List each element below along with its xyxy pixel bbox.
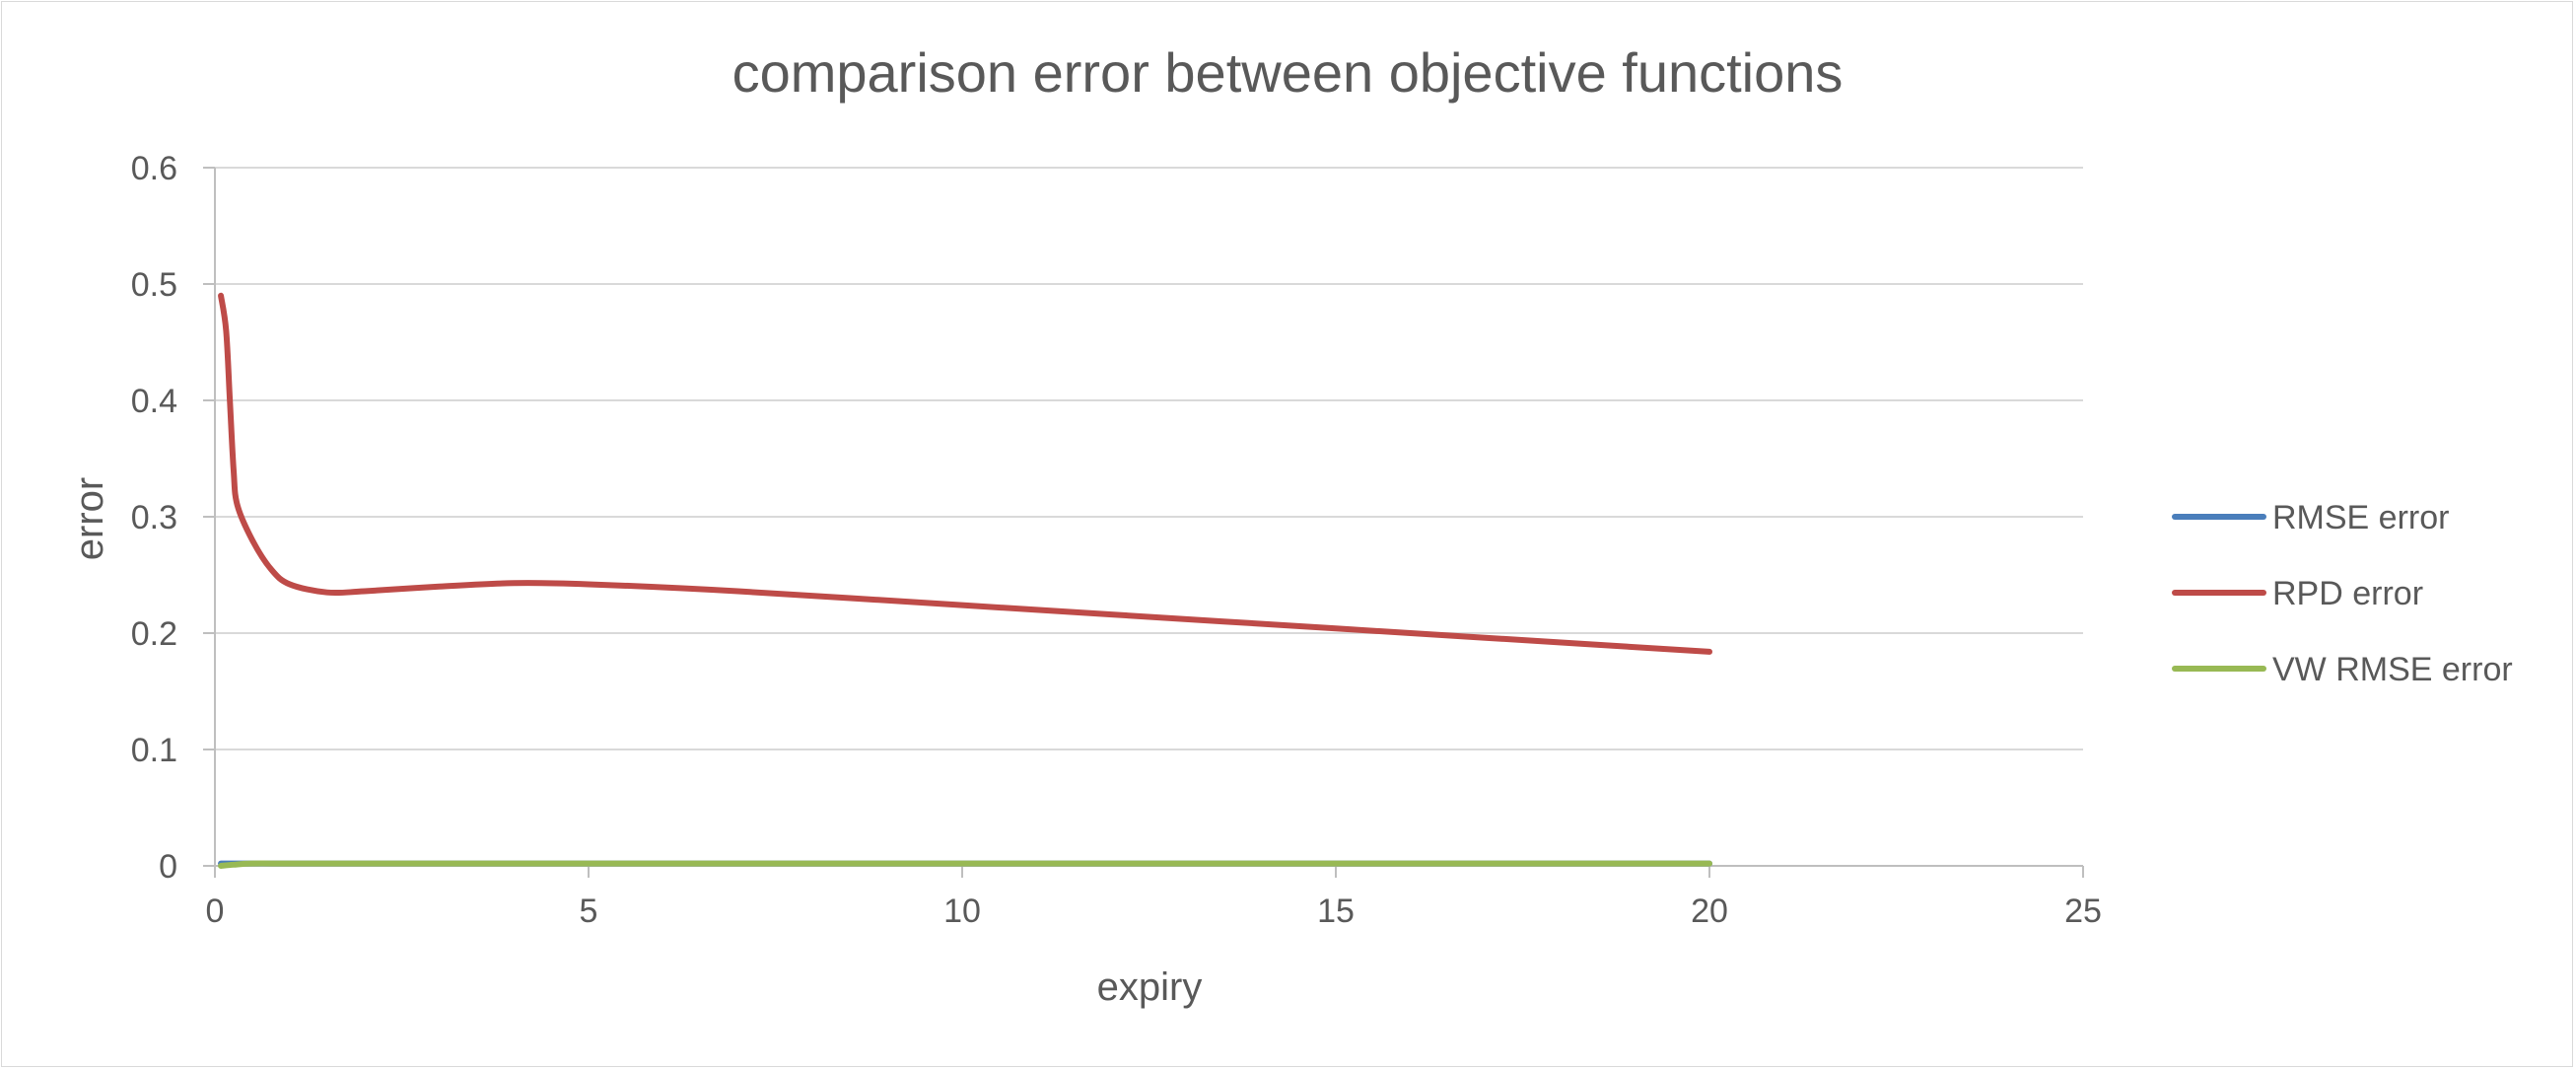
chart-title: comparison error between objective funct… xyxy=(732,41,1844,104)
y-tick-label: 0.6 xyxy=(131,150,177,187)
x-tick-label: 20 xyxy=(1691,892,1728,930)
series-line-vw-rmse-error xyxy=(218,860,1712,869)
x-axis-title: expiry xyxy=(1097,965,1203,1009)
y-tick-label: 0.4 xyxy=(131,383,177,420)
y-tick-label: 0.2 xyxy=(131,615,177,653)
y-tick-label: 0 xyxy=(159,848,177,886)
x-tick-label: 10 xyxy=(943,892,981,930)
x-tick-label: 15 xyxy=(1317,892,1355,930)
legend-label-rmse-error: RMSE error xyxy=(2272,499,2449,536)
x-tick-label: 25 xyxy=(2064,892,2102,930)
y-tick-label: 0.5 xyxy=(131,266,177,304)
x-axis-ticks: 0 5 10 15 20 25 xyxy=(206,866,2102,930)
legend: RMSE error RPD error VW RMSE error xyxy=(2172,499,2513,688)
y-tick-label: 0.3 xyxy=(131,499,177,536)
gridlines xyxy=(215,167,2083,750)
y-tick-label: 0.1 xyxy=(131,732,177,769)
y-axis-title: error xyxy=(68,477,111,560)
y-axis-ticks: 0 0.1 0.2 0.3 0.4 0.5 0.6 xyxy=(131,150,215,886)
legend-label-vw-rmse-error: VW RMSE error xyxy=(2272,651,2513,688)
x-tick-label: 0 xyxy=(206,892,225,930)
series-lines xyxy=(218,292,1712,869)
x-tick-label: 5 xyxy=(580,892,598,930)
legend-label-rpd-error: RPD error xyxy=(2272,575,2423,612)
series-line-rpd-error xyxy=(218,292,1712,655)
